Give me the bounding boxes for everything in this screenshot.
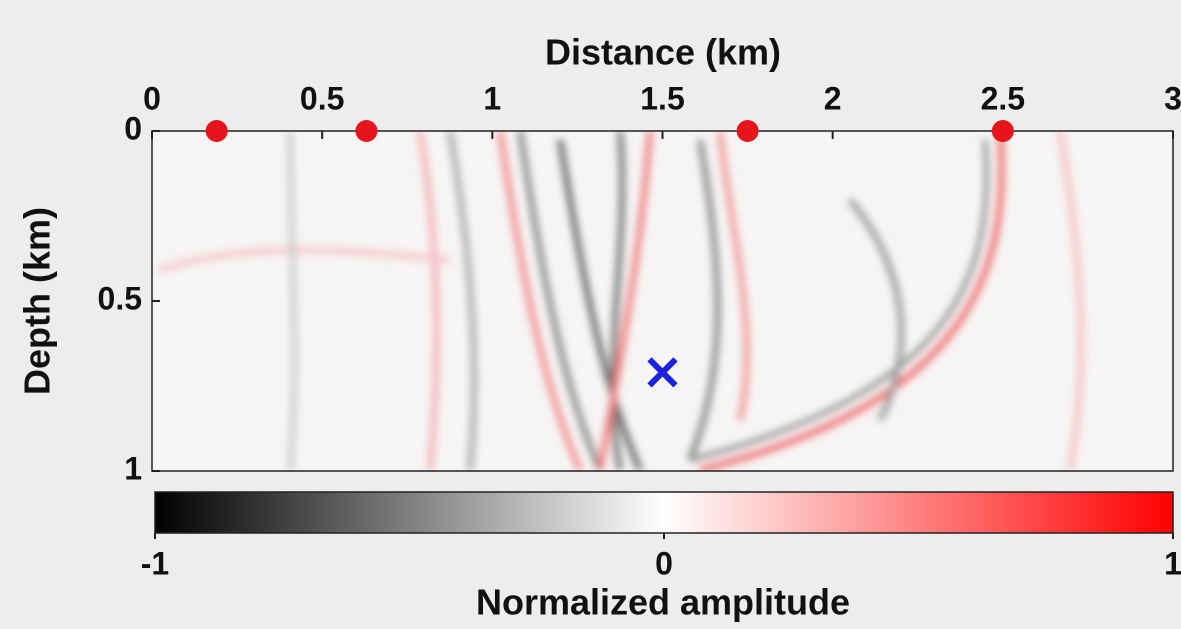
x-tick-label: 0 [143,80,161,116]
x-tick-label: 3 [1164,80,1181,116]
y-tick-label: 0.5 [98,280,142,316]
x-tick-label: 1.5 [640,80,684,116]
point [355,120,378,142]
point [736,120,759,142]
x-tick-label: 1 [483,80,501,116]
amplitude-field [159,131,1084,471]
x-marker [647,357,678,388]
y-tick-label: 0 [124,110,142,146]
colorbar [154,491,1174,534]
x-tick-label: 2.5 [981,80,1025,116]
colorbar-title: Normalized amplitude [476,582,850,623]
x-tick-label: 0.5 [300,80,344,116]
point [991,120,1014,142]
colorbar-tick-label: 1 [1164,545,1181,581]
colorbar-tick-label: -1 [141,545,169,581]
point [205,120,228,142]
y-tick-label: 1 [124,450,142,486]
plot-area [152,131,1173,471]
x-axis-title: Distance (km) [545,32,781,73]
y-axis-title: Depth (km) [17,207,58,395]
x-tick-label: 2 [824,80,842,116]
colorbar-tick-label: 0 [655,545,673,581]
